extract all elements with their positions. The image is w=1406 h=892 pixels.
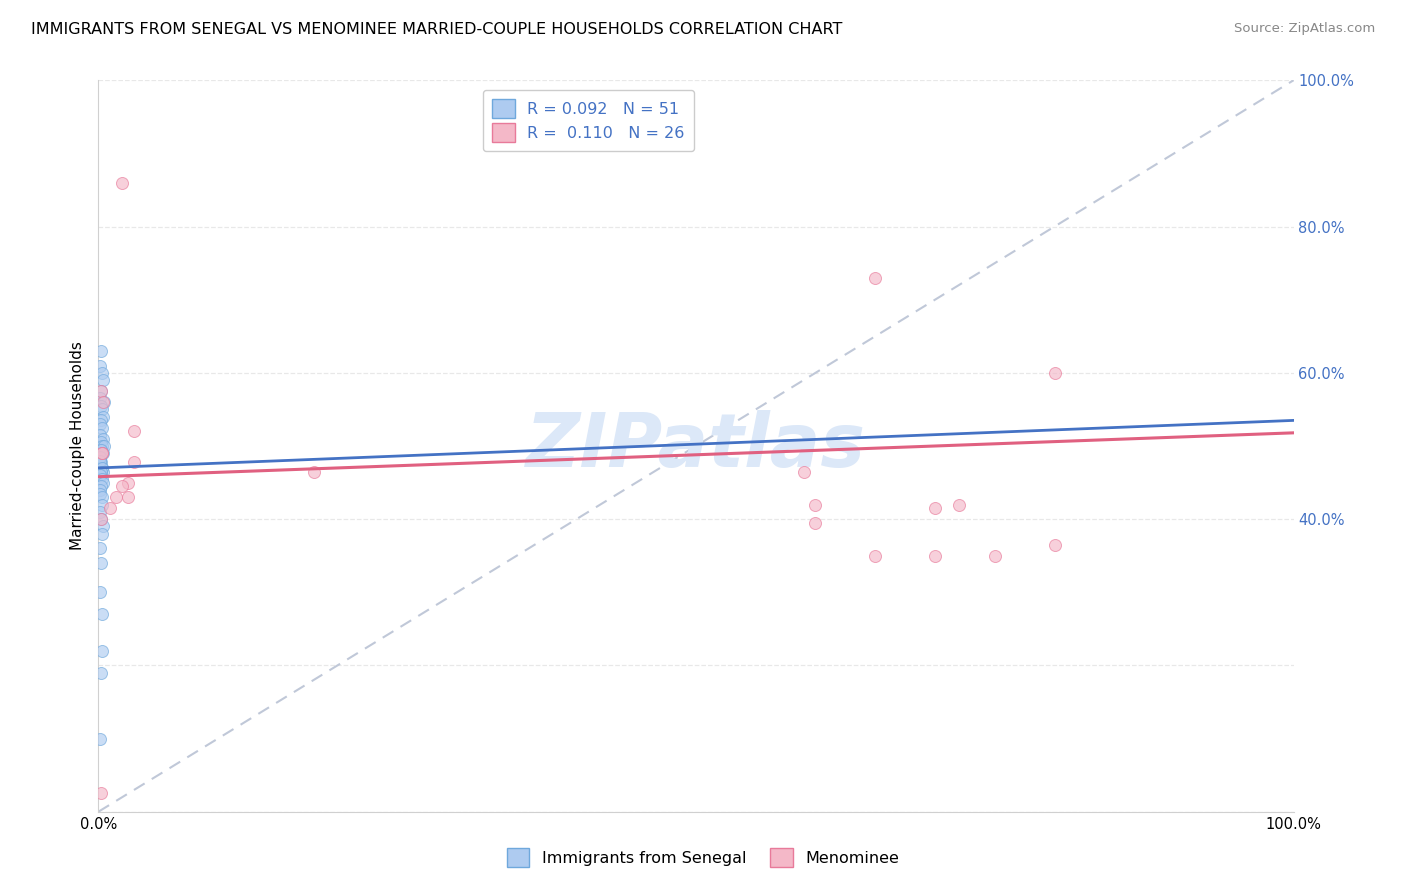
Point bbox=[91, 519, 114, 533]
Point bbox=[865, 270, 887, 285]
Point bbox=[91, 644, 114, 658]
Point bbox=[90, 512, 112, 526]
Point bbox=[90, 468, 112, 483]
Point bbox=[89, 505, 111, 519]
Point bbox=[865, 549, 887, 563]
Point bbox=[93, 395, 115, 409]
Point bbox=[105, 490, 128, 504]
Point bbox=[924, 549, 946, 563]
Point bbox=[91, 395, 114, 409]
Point bbox=[90, 413, 112, 427]
Point bbox=[89, 731, 111, 746]
Point bbox=[804, 516, 827, 530]
Text: ZIPatlas: ZIPatlas bbox=[526, 409, 866, 483]
Point bbox=[90, 442, 112, 457]
Point bbox=[91, 446, 114, 460]
Point bbox=[984, 549, 1007, 563]
Legend: R = 0.092   N = 51, R =  0.110   N = 26: R = 0.092 N = 51, R = 0.110 N = 26 bbox=[482, 90, 695, 152]
Point bbox=[91, 432, 114, 446]
Point bbox=[89, 453, 111, 467]
Point bbox=[89, 417, 111, 431]
Point bbox=[91, 465, 114, 479]
Point bbox=[90, 442, 112, 457]
Point bbox=[91, 461, 114, 475]
Point bbox=[91, 472, 114, 486]
Point bbox=[89, 359, 111, 373]
Point bbox=[91, 366, 114, 380]
Point bbox=[89, 450, 111, 464]
Point bbox=[89, 453, 111, 467]
Point bbox=[89, 468, 111, 483]
Point bbox=[111, 479, 134, 493]
Point bbox=[302, 465, 325, 479]
Point bbox=[124, 455, 146, 469]
Point bbox=[90, 343, 112, 358]
Text: IMMIGRANTS FROM SENEGAL VS MENOMINEE MARRIED-COUPLE HOUSEHOLDS CORRELATION CHART: IMMIGRANTS FROM SENEGAL VS MENOMINEE MAR… bbox=[31, 22, 842, 37]
Point bbox=[91, 498, 114, 512]
Point bbox=[91, 461, 114, 475]
Point bbox=[924, 501, 946, 516]
Y-axis label: Married-couple Households: Married-couple Households bbox=[70, 342, 86, 550]
Point bbox=[90, 435, 112, 450]
Point bbox=[124, 425, 146, 439]
Point bbox=[89, 486, 111, 500]
Point bbox=[91, 446, 114, 460]
Point bbox=[89, 428, 111, 442]
Point bbox=[117, 490, 139, 504]
Point bbox=[91, 402, 114, 417]
Point bbox=[91, 421, 114, 435]
Point bbox=[90, 512, 112, 526]
Point bbox=[91, 409, 114, 424]
Point bbox=[804, 498, 827, 512]
Point bbox=[90, 399, 112, 413]
Point bbox=[111, 176, 134, 190]
Point bbox=[91, 475, 114, 490]
Point bbox=[90, 556, 112, 570]
Point bbox=[90, 455, 112, 469]
Point bbox=[89, 585, 111, 599]
Point bbox=[91, 373, 114, 387]
Point bbox=[90, 384, 112, 399]
Text: Source: ZipAtlas.com: Source: ZipAtlas.com bbox=[1234, 22, 1375, 36]
Point bbox=[89, 483, 111, 497]
Point bbox=[90, 465, 112, 479]
Point bbox=[90, 787, 112, 801]
Point bbox=[98, 501, 122, 516]
Point bbox=[89, 541, 111, 556]
Point bbox=[91, 490, 114, 504]
Point bbox=[91, 607, 114, 622]
Point bbox=[93, 439, 115, 453]
Point bbox=[91, 526, 114, 541]
Point bbox=[91, 446, 114, 460]
Point bbox=[91, 446, 114, 460]
Point bbox=[89, 392, 111, 406]
Point bbox=[90, 384, 112, 399]
Point bbox=[90, 479, 112, 493]
Point bbox=[117, 475, 139, 490]
Point bbox=[1043, 366, 1066, 380]
Point bbox=[1043, 538, 1066, 552]
Legend: Immigrants from Senegal, Menominee: Immigrants from Senegal, Menominee bbox=[501, 842, 905, 873]
Point bbox=[89, 450, 111, 464]
Point bbox=[90, 665, 112, 680]
Point bbox=[91, 439, 114, 453]
Point bbox=[793, 465, 815, 479]
Point bbox=[948, 498, 970, 512]
